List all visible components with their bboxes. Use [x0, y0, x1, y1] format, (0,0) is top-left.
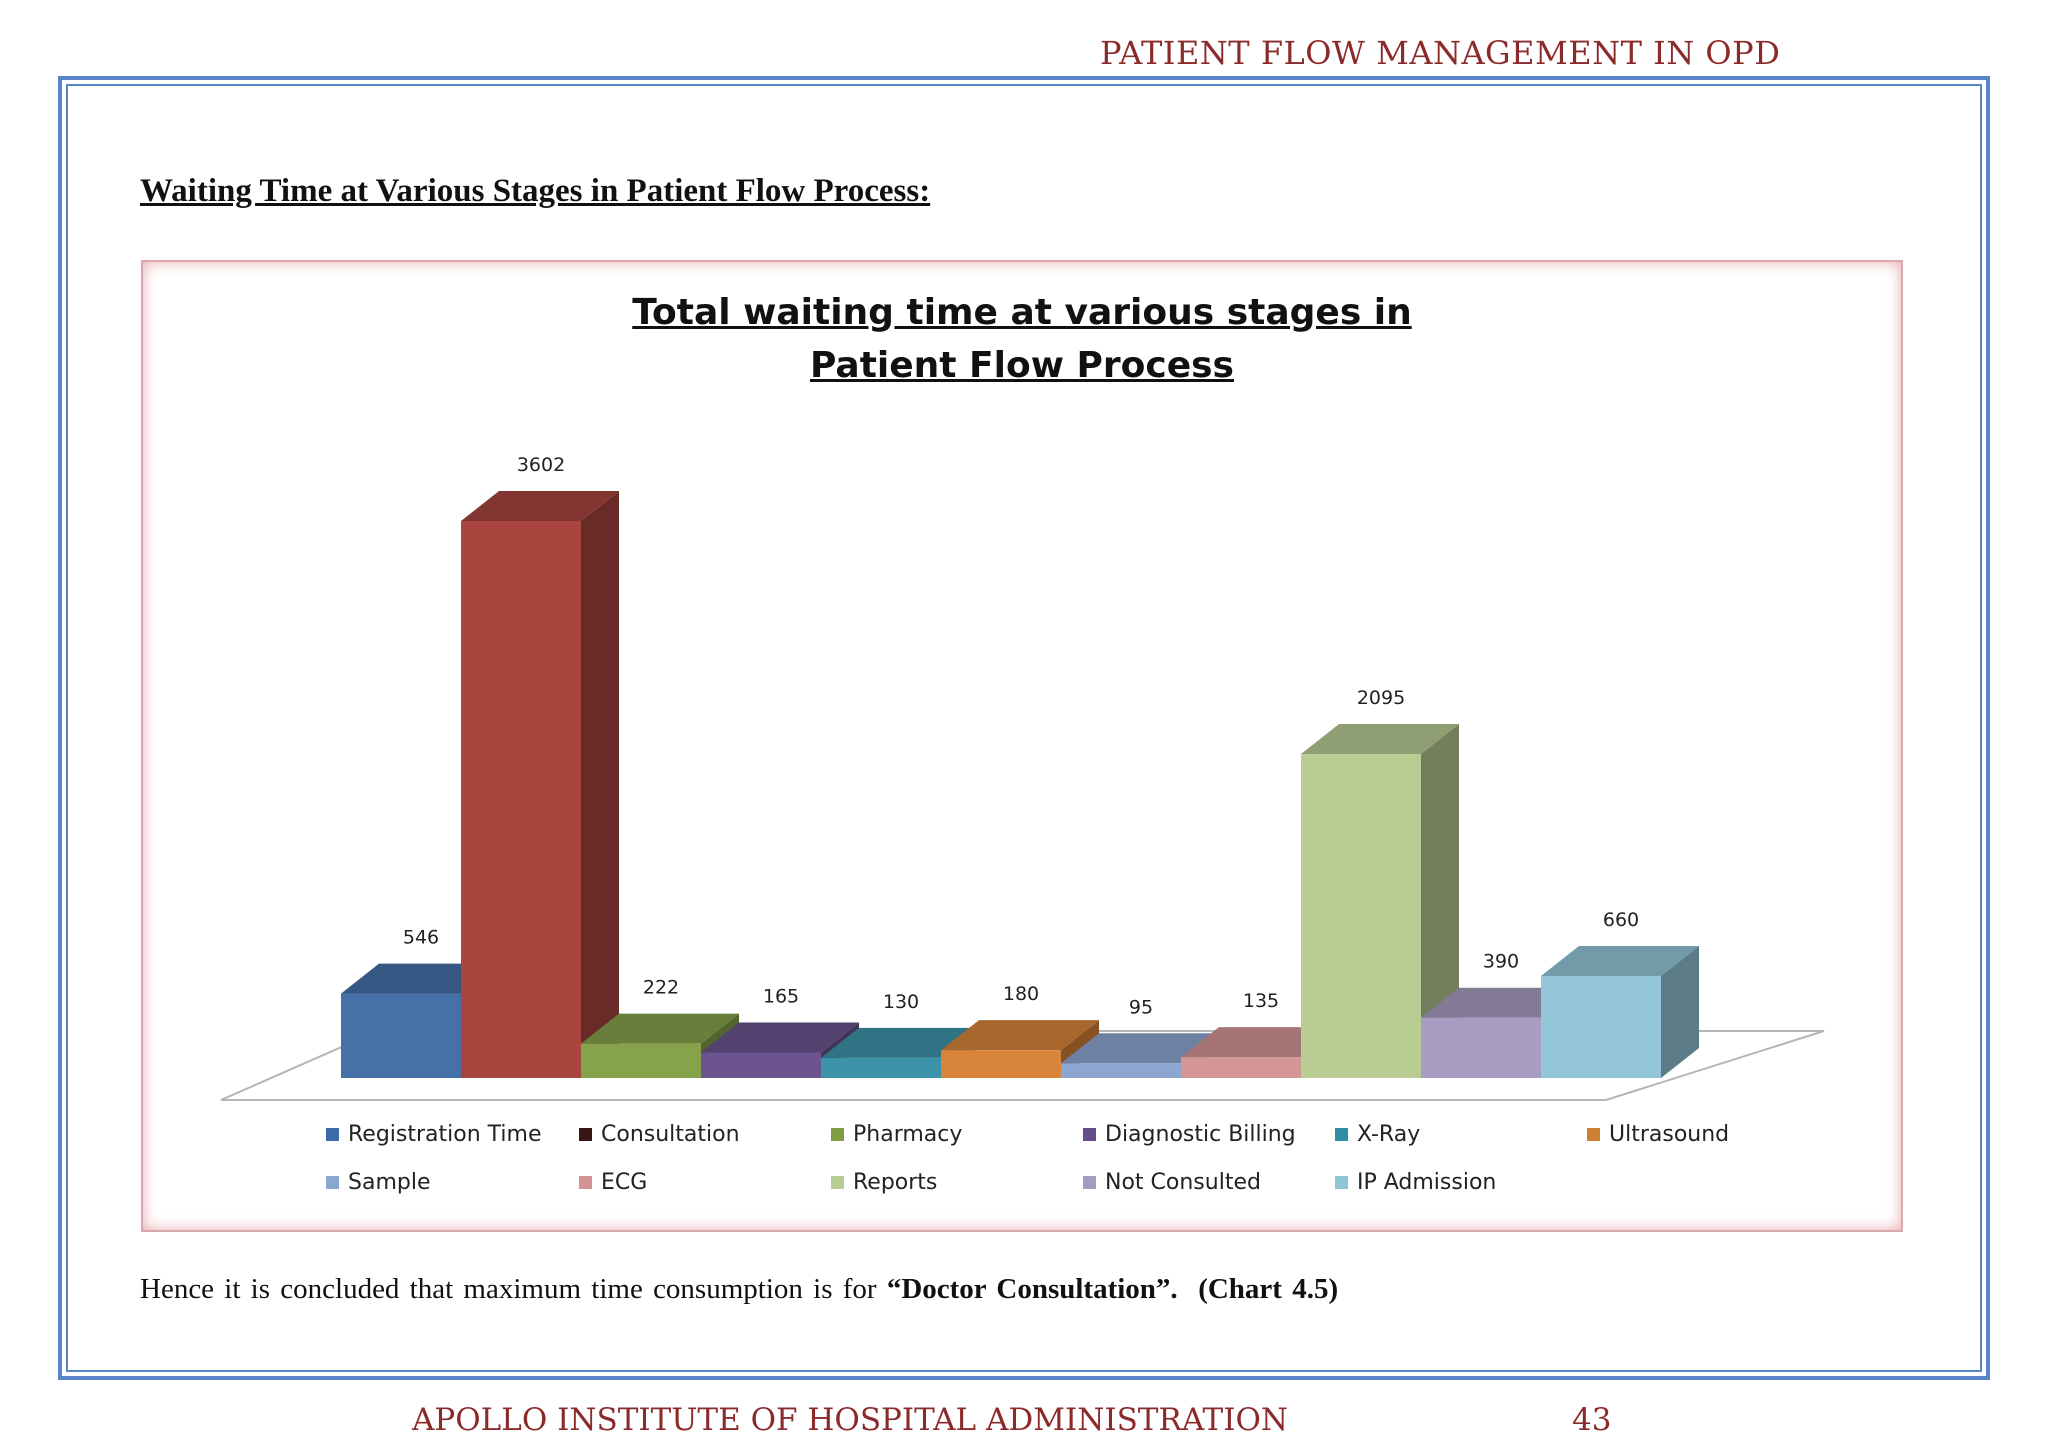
bar-top-5 [941, 1020, 1099, 1051]
data-label-8: 2095 [1357, 687, 1405, 709]
legend-label: ECG [601, 1170, 648, 1195]
bar-10 [1541, 975, 1661, 1078]
data-label-9: 390 [1483, 951, 1519, 973]
legend-item: IP Admission [1335, 1170, 1496, 1195]
bar-side-10 [1661, 945, 1699, 1078]
data-label-10: 660 [1603, 909, 1639, 931]
legend-label: Reports [853, 1170, 938, 1195]
bar-top-2 [581, 1013, 739, 1044]
bar-top-4 [821, 1027, 979, 1058]
chart-title: Total waiting time at various stages in … [143, 286, 1901, 392]
data-label-6: 95 [1129, 996, 1153, 1018]
bar-4 [821, 1057, 941, 1078]
legend-swatch [1083, 1176, 1096, 1189]
bar-top-0 [341, 963, 499, 994]
legend-item: Registration Time [326, 1122, 542, 1147]
legend-swatch [579, 1176, 592, 1189]
data-label-4: 130 [883, 991, 919, 1013]
chart-reference: (Chart 4.5) [1198, 1273, 1339, 1305]
chart-container: Total waiting time at various stages in … [141, 260, 1903, 1232]
page-border-outer [58, 76, 1990, 1380]
bar-9 [1421, 1017, 1541, 1078]
legend-label: Registration Time [348, 1122, 542, 1147]
bar-top-10 [1541, 945, 1699, 976]
legend-label: X-Ray [1357, 1122, 1421, 1147]
legend-swatch [831, 1128, 844, 1141]
legend-swatch [1083, 1128, 1096, 1141]
data-label-2: 222 [643, 977, 679, 999]
legend-label: IP Admission [1357, 1170, 1497, 1195]
page-header-title: PATIENT FLOW MANAGEMENT IN OPD [1100, 34, 1781, 72]
conclusion-prefix: Hence it is concluded that maximum time … [140, 1273, 887, 1305]
bar-chart-plot: 546 3602 222 165 130 180 95 135 2095 390 660 [220, 454, 1825, 1101]
legend-item: Not Consulted [1083, 1170, 1261, 1195]
legend-item: X-Ray [1335, 1122, 1420, 1147]
legend-item: Reports [831, 1170, 937, 1195]
legend-item: Ultrasound [1587, 1122, 1729, 1147]
legend-swatch [1587, 1128, 1600, 1141]
legend-swatch [579, 1128, 592, 1141]
legend-swatch [326, 1128, 339, 1141]
legend-label: Diagnostic Billing [1105, 1122, 1296, 1147]
bar-0 [341, 993, 461, 1078]
legend-label: Consultation [601, 1122, 740, 1147]
bar-6 [1061, 1063, 1181, 1078]
bar-top-9 [1421, 987, 1579, 1018]
legend-swatch [1335, 1128, 1348, 1141]
legend-swatch [831, 1176, 844, 1189]
chart-title-line-2: Patient Flow Process [810, 345, 1234, 386]
bar-top-3 [701, 1022, 859, 1053]
bar-5 [941, 1050, 1061, 1078]
conclusion-highlight: “Doctor Consultation”. [886, 1273, 1178, 1305]
bar-2 [581, 1043, 701, 1078]
data-label-7: 135 [1243, 990, 1279, 1012]
bar-top-6 [1061, 1033, 1219, 1064]
bar-top-1 [461, 491, 619, 521]
legend-item: Diagnostic Billing [1083, 1122, 1296, 1147]
legend-label: Sample [348, 1170, 431, 1195]
data-label-5: 180 [1003, 983, 1039, 1005]
page-border-inner [66, 84, 1982, 1372]
legend-item: Consultation [579, 1122, 740, 1147]
data-label-1: 3602 [517, 454, 565, 476]
legend-swatch [1335, 1176, 1348, 1189]
bar-side-1 [581, 491, 619, 1078]
bar-top-8 [1301, 724, 1459, 755]
data-label-0: 546 [403, 927, 439, 949]
footer-institute: APOLLO INSTITUTE OF HOSPITAL ADMINISTRAT… [412, 1402, 1288, 1438]
legend-item: ECG [579, 1170, 647, 1195]
page-number: 43 [1572, 1402, 1612, 1438]
section-heading: Waiting Time at Various Stages in Patien… [140, 173, 931, 209]
bar-side-8 [1421, 724, 1459, 1078]
bar-8 [1301, 754, 1421, 1078]
bar-1 [461, 521, 581, 1078]
bar-7 [1181, 1057, 1301, 1078]
legend-swatch [326, 1176, 339, 1189]
legend-label: Ultrasound [1609, 1122, 1730, 1147]
legend-label: Pharmacy [853, 1122, 963, 1147]
bar-3 [701, 1052, 821, 1078]
legend-item: Pharmacy [831, 1122, 962, 1147]
chart-title-line-1: Total waiting time at various stages in [632, 292, 1412, 333]
legend-item: Sample [326, 1170, 431, 1195]
legend-label: Not Consulted [1105, 1170, 1261, 1195]
conclusion-text: Hence it is concluded that maximum time … [140, 1273, 1940, 1306]
bar-top-7 [1181, 1027, 1339, 1058]
data-label-3: 165 [763, 985, 799, 1007]
